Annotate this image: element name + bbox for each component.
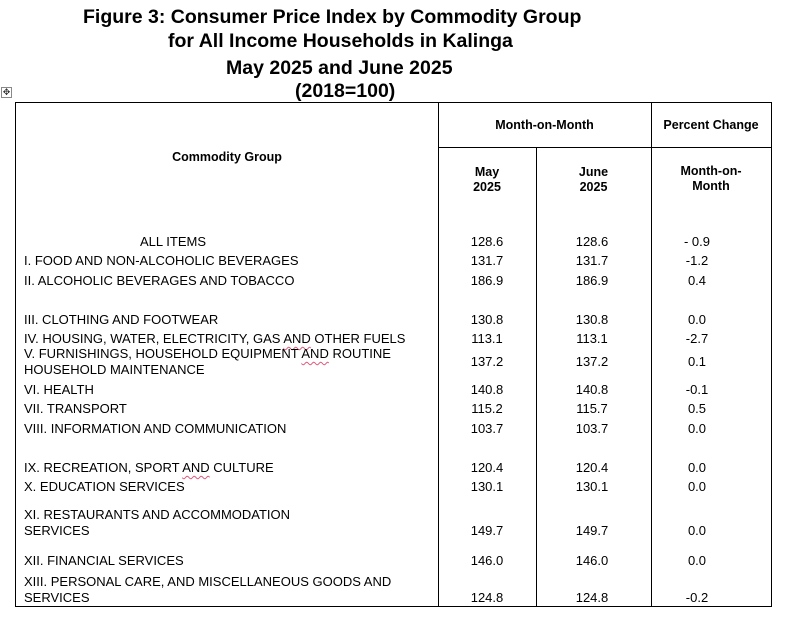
row-june-value: 115.7 [576, 401, 608, 416]
table-move-handle-icon[interactable]: ✥ [1, 87, 12, 98]
header-divider [438, 147, 771, 148]
row-june-value: 124.8 [575, 590, 609, 605]
header-month-on-month: Month-on-Month [495, 118, 594, 132]
row-may-value: 130.1 [470, 479, 504, 494]
row-label-line2: SERVICES [24, 590, 90, 605]
row-june-value: 146.0 [575, 553, 609, 568]
row-june-value: 130.8 [575, 312, 609, 327]
row-june-value: 103.7 [575, 421, 609, 436]
row-label: VII. TRANSPORT [24, 401, 127, 416]
row-change-value: 0.0 [687, 460, 707, 475]
label-part: OTHER FUELS [310, 331, 406, 346]
row-june-value: 131.7 [575, 253, 609, 268]
header-percent-change: Percent Change [663, 118, 759, 132]
figure-title-line1: Figure 3: Consumer Price Index by Commod… [83, 6, 582, 28]
column-divider [651, 103, 652, 606]
label-part: ROUTINE [328, 346, 391, 361]
row-label-line2: HOUSEHOLD MAINTENANCE [24, 362, 205, 377]
row-label: I. FOOD AND NON-ALCOHOLIC BEVERAGES [24, 253, 299, 268]
row-change-value: 0.4 [687, 273, 707, 288]
row-change-value: 0.0 [687, 479, 707, 494]
row-may-value: 115.2 [471, 401, 503, 416]
row-label-line1: V. FURNISHINGS, HOUSEHOLD EQUIPMENT AND … [24, 346, 391, 362]
row-change-value: -0.2 [685, 590, 709, 605]
row-june-value: 140.8 [575, 382, 609, 397]
row-change-value: - 0.9 [683, 234, 710, 249]
label-part: V. FURNISHINGS, HOUSEHOLD EQUIPMENT [24, 346, 302, 361]
row-change-value: 0.1 [687, 354, 707, 369]
figure-title-line2: for All Income Households in Kalinga [168, 30, 513, 52]
row-label: XII. FINANCIAL SERVICES [24, 553, 184, 568]
row-may-value: 103.7 [470, 421, 504, 436]
label-part: IX. RECREATION, SPORT [24, 460, 183, 475]
row-may-value: 186.9 [470, 273, 504, 288]
row-change-value: 0.0 [687, 421, 707, 436]
spellcheck-marked-word[interactable]: AND [283, 331, 311, 346]
row-change-value: 0.0 [687, 523, 707, 538]
label-part: CULTURE [209, 460, 274, 475]
cpi-table: Commodity Group Month-on-Month Percent C… [15, 102, 772, 607]
spellcheck-marked-word[interactable]: AND [301, 346, 329, 361]
row-change-value: -0.1 [685, 382, 709, 397]
row-label: IV. HOUSING, WATER, ELECTRICITY, GAS AND… [24, 331, 405, 347]
row-label: III. CLOTHING AND FOOTWEAR [24, 312, 219, 327]
row-may-value: 146.0 [470, 553, 504, 568]
row-june-value: 149.7 [575, 523, 609, 538]
row-june-value: 130.1 [575, 479, 609, 494]
row-may-value: 128.6 [470, 234, 504, 249]
row-label: X. EDUCATION SERVICES [24, 479, 185, 494]
row-may-value: 149.7 [470, 523, 504, 538]
row-label-line1: XI. RESTAURANTS AND ACCOMMODATION [24, 507, 291, 522]
row-change-value: 0.0 [687, 312, 707, 327]
header-commodity-group: Commodity Group [172, 150, 282, 164]
row-may-value: 120.4 [470, 460, 504, 475]
row-may-value: 140.8 [470, 382, 504, 397]
label-part: IV. HOUSING, WATER, ELECTRICITY, GAS [24, 331, 284, 346]
header-month-on-month-change: Month-on- Month [680, 164, 742, 193]
row-change-value: -2.7 [685, 331, 709, 346]
row-label-line1: XIII. PERSONAL CARE, AND MISCELLANEOUS G… [24, 574, 392, 589]
row-change-value: 0.0 [687, 553, 707, 568]
figure-title-period: May 2025 and June 2025 [226, 57, 453, 79]
row-june-value: 128.6 [575, 234, 609, 249]
column-divider [536, 147, 537, 606]
row-may-value: 124.8 [470, 590, 504, 605]
row-label-line2: SERVICES [24, 523, 90, 538]
row-label: VIII. INFORMATION AND COMMUNICATION [24, 421, 287, 436]
row-june-value: 186.9 [575, 273, 609, 288]
header-may-2025: May 2025 [473, 165, 501, 194]
row-may-value: 131.7 [470, 253, 504, 268]
row-change-value: -1.2 [685, 253, 709, 268]
row-label: VI. HEALTH [24, 382, 94, 397]
row-may-value: 130.8 [470, 312, 504, 327]
row-change-value: 0.5 [687, 401, 707, 416]
spellcheck-marked-word[interactable]: AND [182, 460, 210, 475]
row-june-value: 120.4 [575, 460, 609, 475]
row-label-all-items: ALL ITEMS [140, 234, 206, 249]
row-june-value: 137.2 [575, 354, 609, 369]
row-label: II. ALCOHOLIC BEVERAGES AND TOBACCO [24, 273, 295, 288]
row-june-value: 113.1 [576, 331, 608, 346]
figure-title-base-year: (2018=100) [295, 80, 396, 102]
row-may-value: 113.1 [471, 331, 503, 346]
row-label: IX. RECREATION, SPORT AND CULTURE [24, 460, 274, 476]
header-june-2025: June 2025 [578, 165, 609, 194]
column-divider [438, 103, 439, 606]
row-may-value: 137.2 [470, 354, 504, 369]
